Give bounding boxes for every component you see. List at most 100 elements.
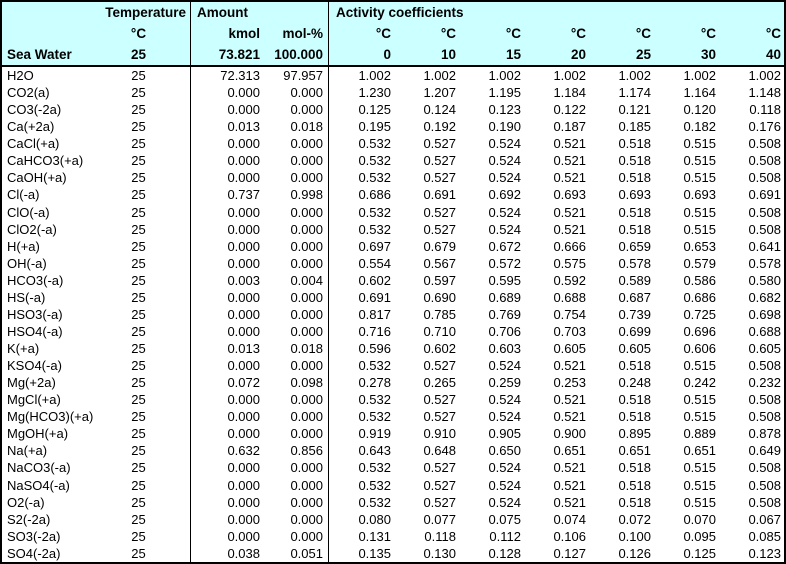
cell-activity-coefficient: 0.919 — [358, 426, 391, 442]
cell-temperature: 25 — [97, 271, 191, 289]
cell-temperature: 25 — [97, 203, 191, 221]
cell-kmol: 0.632 — [227, 443, 260, 459]
cell-activity-coefficient: 0.910 — [423, 426, 456, 442]
cell-species: H2O — [7, 68, 34, 84]
cell-activity-coefficient: 0.127 — [553, 545, 586, 561]
cell-kmol: 0.000 — [227, 460, 260, 476]
cell-activity-coefficient: 0.666 — [553, 238, 586, 254]
cell-activity-coefficient: 0.518 — [618, 153, 651, 169]
cell-kmol: 0.000 — [227, 358, 260, 374]
cell-temperature: 25 — [97, 374, 191, 392]
cell-activity-coefficient: 0.532 — [358, 136, 391, 152]
cell-mol-percent: 0.000 — [264, 527, 329, 545]
cell-kmol: 0.000 — [227, 136, 260, 152]
cell-species: CO2(a) — [7, 85, 50, 101]
table-row: CO2(a) 25 0.000 0.000 1.230 1.207 1.195 … — [2, 84, 784, 102]
cell-activity-coefficient: 0.653 — [683, 238, 716, 254]
cell-species: HS(-a) — [7, 289, 46, 305]
cell-temperature: 25 — [97, 254, 191, 272]
cell-activity-coefficient: 1.195 — [488, 85, 521, 101]
cell-activity-coefficient: 1.002 — [618, 68, 651, 84]
cell-species: CaOH(+a) — [7, 170, 67, 186]
cell-activity-coefficient: 0.120 — [683, 102, 716, 118]
cell-activity-coefficient: 1.002 — [423, 68, 456, 84]
header-act-temp-unit: °C — [570, 26, 586, 41]
cell-activity-coefficient: 0.521 — [553, 204, 586, 220]
cell-species: CaCl(+a) — [7, 136, 60, 152]
cell-activity-coefficient: 0.242 — [683, 375, 716, 391]
header-temp-unit: °C — [97, 23, 191, 44]
cell-activity-coefficient: 0.690 — [423, 289, 456, 305]
cell-activity-coefficient: 0.605 — [553, 341, 586, 357]
cell-activity-coefficient: 0.508 — [748, 204, 781, 220]
cell-mol-percent: 0.000 — [264, 152, 329, 170]
cell-activity-coefficient: 0.524 — [488, 460, 521, 476]
cell-activity-coefficient: 0.080 — [358, 511, 391, 527]
cell-activity-coefficient: 0.679 — [423, 238, 456, 254]
cell-activity-coefficient: 0.687 — [618, 289, 651, 305]
table-row: CO3(-2a) 25 0.000 0.000 0.125 0.124 0.12… — [2, 101, 784, 119]
table-row: HS(-a) 25 0.000 0.000 0.691 0.690 0.689 … — [2, 288, 784, 306]
cell-activity-coefficient: 0.527 — [423, 221, 456, 237]
cell-activity-coefficient: 0.693 — [553, 187, 586, 203]
cell-temperature: 25 — [97, 288, 191, 306]
cell-activity-coefficient: 0.527 — [423, 460, 456, 476]
cell-activity-coefficient: 0.682 — [748, 289, 781, 305]
cell-kmol: 0.000 — [227, 238, 260, 254]
cell-activity-coefficient: 0.696 — [683, 323, 716, 339]
header-amount-label: Amount — [191, 2, 329, 23]
cell-temperature: 25 — [97, 391, 191, 409]
cell-activity-coefficient: 1.002 — [683, 68, 716, 84]
cell-activity-coefficient: 0.100 — [618, 528, 651, 544]
cell-activity-coefficient: 0.123 — [488, 102, 521, 118]
cell-activity-coefficient: 0.716 — [358, 323, 391, 339]
header-act-temp-unit: °C — [375, 26, 391, 41]
cell-activity-coefficient: 0.518 — [618, 460, 651, 476]
cell-activity-coefficient: 0.253 — [553, 375, 586, 391]
cell-species: Mg(+2a) — [7, 375, 56, 391]
cell-activity-coefficient: 0.532 — [358, 494, 391, 510]
cell-activity-coefficient: 0.515 — [683, 494, 716, 510]
cell-activity-coefficient: 0.515 — [683, 170, 716, 186]
cell-activity-coefficient: 0.112 — [489, 528, 521, 544]
cell-activity-coefficient: 0.074 — [553, 511, 586, 527]
cell-activity-coefficient: 0.192 — [423, 119, 456, 135]
seawater-act-temp: 10 — [440, 47, 456, 62]
cell-activity-coefficient: 0.118 — [424, 528, 456, 544]
cell-mol-percent: 0.000 — [264, 493, 329, 511]
cell-species: SO3(-2a) — [7, 528, 61, 544]
cell-activity-coefficient: 0.578 — [748, 255, 781, 271]
cell-kmol: 0.000 — [227, 392, 260, 408]
cell-mol-percent: 0.018 — [264, 340, 329, 358]
cell-activity-coefficient: 0.118 — [749, 102, 781, 118]
cell-activity-coefficient: 0.595 — [488, 272, 521, 288]
cell-activity-coefficient: 0.521 — [553, 153, 586, 169]
cell-activity-coefficient: 0.518 — [618, 204, 651, 220]
cell-activity-coefficient: 0.648 — [423, 443, 456, 459]
cell-activity-coefficient: 0.515 — [683, 460, 716, 476]
cell-activity-coefficient: 0.527 — [423, 170, 456, 186]
cell-activity-coefficient: 0.524 — [488, 477, 521, 493]
cell-activity-coefficient: 0.524 — [488, 221, 521, 237]
cell-activity-coefficient: 0.532 — [358, 460, 391, 476]
cell-activity-coefficient: 0.589 — [618, 272, 651, 288]
cell-activity-coefficient: 0.769 — [488, 306, 521, 322]
cell-species: Na(+a) — [7, 443, 48, 459]
cell-activity-coefficient: 0.524 — [488, 494, 521, 510]
cell-activity-coefficient: 0.524 — [488, 170, 521, 186]
cell-mol-percent: 0.000 — [264, 476, 329, 494]
cell-activity-coefficient: 0.650 — [488, 443, 521, 459]
cell-activity-coefficient: 0.508 — [748, 221, 781, 237]
cell-mol-percent: 0.000 — [264, 203, 329, 221]
header-act-temp-unit: °C — [440, 26, 456, 41]
cell-activity-coefficient: 0.524 — [488, 409, 521, 425]
cell-activity-coefficient: 0.075 — [488, 511, 521, 527]
cell-species: NaSO4(-a) — [7, 477, 70, 493]
cell-species: K(+a) — [7, 341, 40, 357]
cell-activity-coefficient: 0.651 — [618, 443, 651, 459]
cell-activity-coefficient: 1.002 — [488, 68, 521, 84]
seawater-act-temp: 20 — [570, 47, 586, 62]
table-row: K(+a) 25 0.013 0.018 0.596 0.602 0.603 0… — [2, 340, 784, 358]
cell-activity-coefficient: 0.515 — [683, 477, 716, 493]
cell-activity-coefficient: 0.121 — [618, 102, 651, 118]
